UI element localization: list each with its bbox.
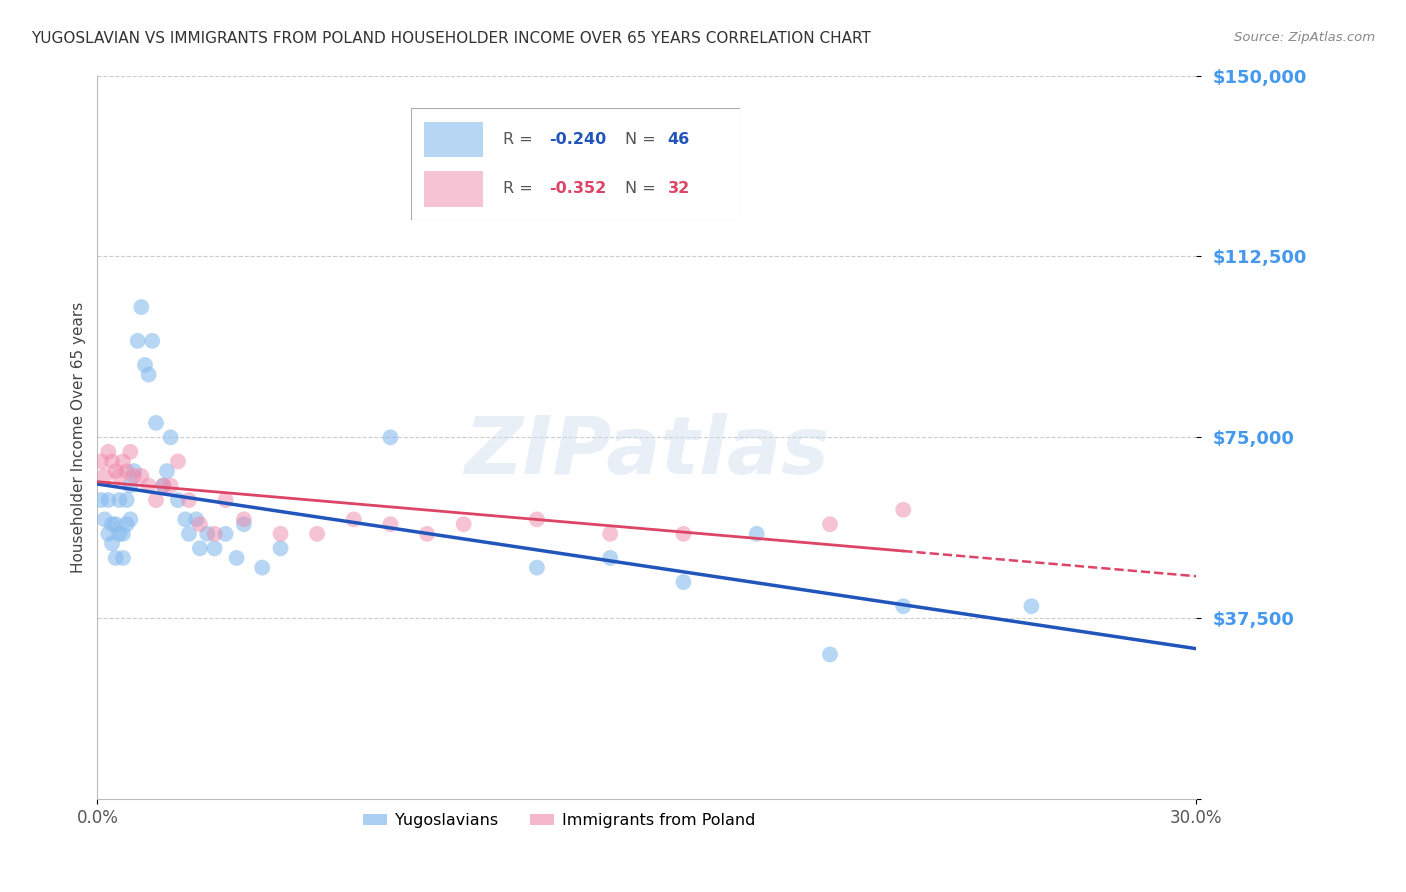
Point — [159, 430, 181, 444]
Point — [97, 445, 120, 459]
Point — [167, 454, 190, 468]
Point — [97, 526, 120, 541]
Point — [104, 517, 127, 532]
Point — [111, 551, 134, 566]
Point — [818, 648, 841, 662]
Point — [152, 478, 174, 492]
Point — [250, 560, 273, 574]
Point — [343, 512, 366, 526]
Point — [232, 517, 254, 532]
Point — [225, 551, 247, 566]
Point — [174, 512, 197, 526]
Point — [104, 464, 127, 478]
Point — [745, 526, 768, 541]
Point — [188, 517, 211, 532]
Point — [195, 526, 218, 541]
Point — [891, 502, 914, 516]
Point — [108, 469, 131, 483]
Point — [97, 493, 120, 508]
Point — [380, 517, 402, 532]
Point — [159, 478, 181, 492]
Point — [526, 512, 548, 526]
Point — [101, 454, 124, 468]
Point — [672, 575, 695, 590]
Point — [93, 469, 115, 483]
Point — [380, 430, 402, 444]
Point — [214, 493, 236, 508]
Point — [122, 469, 145, 483]
Text: YUGOSLAVIAN VS IMMIGRANTS FROM POLAND HOUSEHOLDER INCOME OVER 65 YEARS CORRELATI: YUGOSLAVIAN VS IMMIGRANTS FROM POLAND HO… — [31, 31, 870, 46]
Point — [204, 541, 226, 556]
Point — [115, 517, 138, 532]
Legend: Yugoslavians, Immigrants from Poland: Yugoslavians, Immigrants from Poland — [356, 807, 762, 835]
Point — [101, 517, 124, 532]
Point — [104, 551, 127, 566]
Point — [891, 599, 914, 614]
Point — [101, 536, 124, 550]
Point — [672, 526, 695, 541]
Point — [270, 541, 292, 556]
Point — [204, 526, 226, 541]
Point — [416, 526, 439, 541]
Text: ZIPatlas: ZIPatlas — [464, 413, 830, 491]
Text: Source: ZipAtlas.com: Source: ZipAtlas.com — [1234, 31, 1375, 45]
Point — [93, 512, 115, 526]
Point — [131, 300, 153, 314]
Y-axis label: Householder Income Over 65 years: Householder Income Over 65 years — [72, 301, 86, 573]
Point — [141, 334, 163, 348]
Point — [145, 493, 167, 508]
Point — [599, 526, 621, 541]
Point — [307, 526, 329, 541]
Point — [270, 526, 292, 541]
Point — [115, 493, 138, 508]
Point — [115, 464, 138, 478]
Point — [167, 493, 190, 508]
Point — [120, 512, 142, 526]
Point — [90, 454, 112, 468]
Point — [120, 445, 142, 459]
Point — [177, 493, 200, 508]
Point — [214, 526, 236, 541]
Point — [156, 464, 179, 478]
Point — [818, 517, 841, 532]
Point — [108, 493, 131, 508]
Point — [108, 526, 131, 541]
Point — [111, 454, 134, 468]
Point — [131, 469, 153, 483]
Point — [138, 368, 160, 382]
Point — [188, 541, 211, 556]
Point — [526, 560, 548, 574]
Point — [1021, 599, 1043, 614]
Point — [122, 464, 145, 478]
Point — [177, 526, 200, 541]
Point — [134, 358, 156, 372]
Point — [120, 478, 142, 492]
Point — [90, 493, 112, 508]
Point — [186, 512, 208, 526]
Point — [152, 478, 174, 492]
Point — [453, 517, 475, 532]
Point — [127, 334, 149, 348]
Point — [145, 416, 167, 430]
Point — [111, 526, 134, 541]
Point — [232, 512, 254, 526]
Point — [138, 478, 160, 492]
Point — [599, 551, 621, 566]
